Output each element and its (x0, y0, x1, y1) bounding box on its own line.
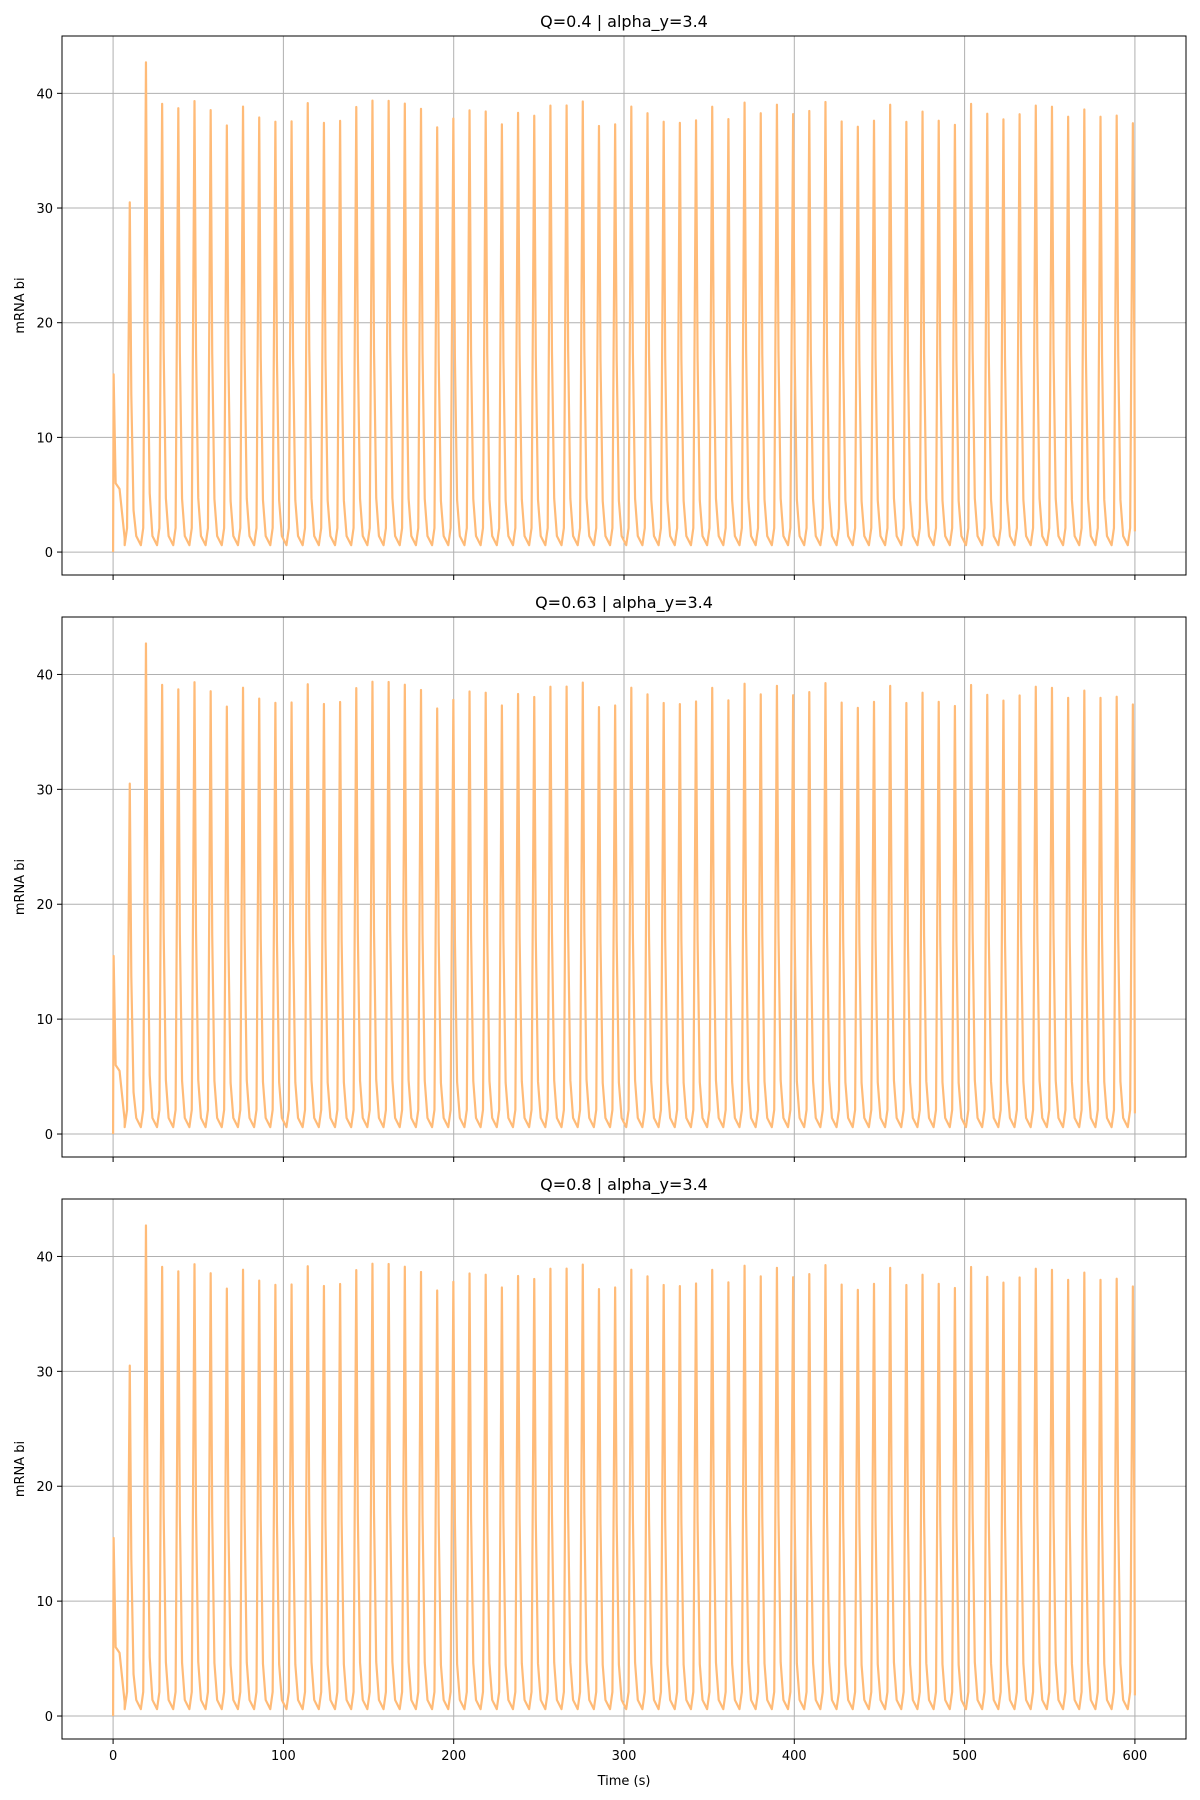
y-tick-label: 40 (36, 1250, 53, 1265)
y-tick-label: 20 (36, 898, 53, 913)
y-tick-label: 20 (36, 1480, 53, 1495)
x-tick-label: 400 (782, 1749, 807, 1764)
y-tick-label: 0 (45, 1710, 53, 1725)
y-axis-label: mRNA bi (13, 1441, 28, 1497)
chart-panel-1: 0 10 20 30 40 Q=0.4 | alpha_y=3.4 mRNA bi (13, 12, 1187, 580)
y-axis-label: mRNA bi (13, 277, 28, 333)
chart-panel-3: 0 100 200 300 400 500 600 0 10 20 30 40 Q=0.8 | alph… (13, 1175, 1187, 1789)
y-tick-label: 30 (36, 783, 53, 798)
chart-title: Q=0.8 | alpha_y=3.4 (540, 1175, 708, 1195)
x-axis-label: Time (s) (597, 1774, 651, 1789)
y-tick-label: 40 (36, 668, 53, 683)
y-tick-label: 0 (45, 1128, 53, 1143)
mrna-series-line (111, 642, 1137, 1135)
y-tick-label: 10 (36, 1595, 53, 1610)
y-tick-label: 0 (45, 546, 53, 561)
y-tick-label: 40 (36, 87, 53, 102)
mrna-series-line (111, 61, 1137, 553)
y-tick-label: 10 (36, 1013, 53, 1028)
y-tick-label: 30 (36, 202, 53, 217)
x-tick-label: 0 (109, 1749, 117, 1764)
chart-panel-2: 0 10 20 30 40 Q=0.63 | alpha_y=3.4 mRNA bi (13, 593, 1187, 1162)
x-tick-label: 200 (441, 1749, 466, 1764)
y-tick-label: 20 (36, 317, 53, 332)
chart-title: Q=0.4 | alpha_y=3.4 (540, 12, 708, 32)
x-tick-label: 100 (271, 1749, 296, 1764)
x-tick-label: 600 (1122, 1749, 1147, 1764)
x-tick-label: 500 (952, 1749, 977, 1764)
y-tick-label: 10 (36, 431, 53, 446)
y-tick-label: 30 (36, 1365, 53, 1380)
chart-title: Q=0.63 | alpha_y=3.4 (535, 593, 713, 613)
mrna-series-line (111, 1224, 1137, 1717)
x-tick-label: 300 (612, 1749, 637, 1764)
y-axis-label: mRNA bi (13, 859, 28, 915)
